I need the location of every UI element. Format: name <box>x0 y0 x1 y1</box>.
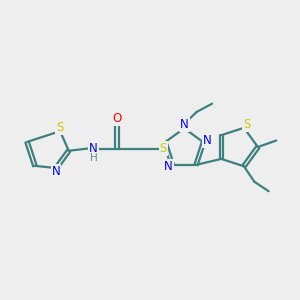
Text: N: N <box>180 118 189 131</box>
Text: N: N <box>164 160 173 173</box>
Text: N: N <box>52 165 61 178</box>
Text: H: H <box>90 153 98 163</box>
Text: N: N <box>202 134 211 147</box>
Text: N: N <box>89 142 98 155</box>
Text: S: S <box>56 121 64 134</box>
Text: S: S <box>243 118 250 131</box>
Text: S: S <box>160 142 167 155</box>
Text: O: O <box>112 112 121 125</box>
